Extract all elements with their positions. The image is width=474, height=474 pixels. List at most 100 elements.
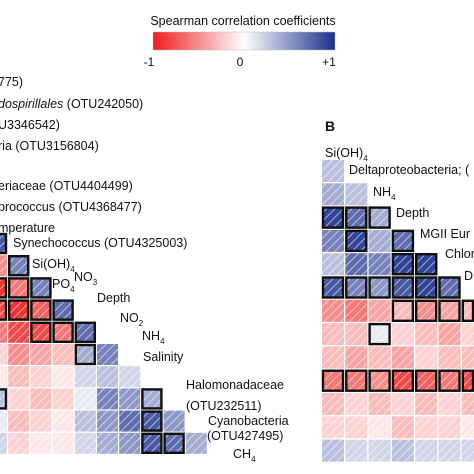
diag-label-otu232511: (OTU232511) (186, 399, 262, 413)
legend-tick-zero: 0 (237, 55, 244, 69)
a-cell-hatch-r8-c2 (30, 410, 52, 432)
b-cell-hatch-r7-c3 (391, 323, 414, 346)
a-significant-border-r0-c0 (0, 232, 8, 255)
b-cell-hatch-r5-c1 (345, 276, 368, 299)
a-cell-hatch-r9-c6 (119, 432, 141, 454)
diag-label-sioh4: Si(OH)4 (32, 257, 75, 274)
b-cell-hatch-r6-c0 (322, 299, 344, 322)
b-significant-border-r9-c4 (415, 369, 438, 392)
b-significant-border-r4-c3 (391, 252, 415, 276)
b-cell-hatch-r9-c1 (345, 369, 368, 392)
a-cell-hatch-r7-c1 (8, 388, 30, 410)
b-cell-hatch-r12-c5 (438, 439, 461, 462)
diag-label-synechococcus: Synechococcus (OTU4325003) (13, 236, 187, 250)
b-cell-hatch-r4-c3 (391, 253, 414, 276)
a-cell-hatch-r5-c5 (97, 344, 118, 365)
legend-tick-max: +1 (322, 55, 336, 69)
b-significant-border-r7-c2 (368, 322, 391, 346)
a-significant-border-r2-c2 (30, 277, 52, 299)
taxon-label-3: U3346542) (0, 118, 60, 132)
b-significant-border-r6-c5 (438, 299, 461, 322)
b-cell-hatch-r9-c4 (415, 369, 438, 392)
b-significant-border-r3-c3 (391, 229, 415, 253)
diag-label-nh4: NH4 (142, 329, 165, 346)
b-cell-hatch-r7-c5 (438, 323, 461, 346)
a-cell-hatch-r4-c3 (52, 321, 74, 343)
a-significant-border-r3-c1 (7, 299, 30, 321)
b-significant-border-r2-c2 (368, 206, 391, 229)
b-cell-hatch-r8-c3 (391, 346, 414, 369)
diag-label-no3: NO3 (74, 270, 98, 287)
a-cell-hatch-r6-c0 (0, 366, 7, 388)
b-cell-hatch-r2-c0 (322, 206, 344, 229)
b-cell-hatch-r12-c4 (415, 439, 438, 462)
b-cell-hatch-r5-c3 (391, 276, 414, 299)
a-cell-hatch-r1-c1 (8, 255, 30, 277)
b-cell-hatch-r8-c6 (461, 346, 474, 369)
a-cell-hatch-r9-c4 (74, 432, 96, 454)
diag-label-cyanobacteria: Cyanobacteria (208, 414, 289, 428)
a-cell-hatch-r6-c5 (97, 366, 118, 388)
diag-label-po4: PO4 (52, 277, 75, 294)
a-cell-hatch-r7-c7 (141, 388, 163, 410)
b-cell-hatch-r10-c3 (391, 393, 414, 415)
a-cell-hatch-r6-c4 (74, 366, 96, 388)
b-cell-hatch-r5-c4 (415, 276, 438, 299)
diag-label-no2: NO2 (120, 311, 144, 328)
b-cell-hatch-r5-c0 (322, 276, 344, 299)
b-significant-border-r9-c3 (391, 369, 415, 392)
diag-label-ch4: CH4 (233, 447, 256, 464)
a-significant-border-r4-c3 (52, 321, 74, 343)
a-cell-hatch-r3-c2 (30, 299, 52, 321)
b-cell-hatch-r5-c2 (368, 276, 391, 299)
b-cell-hatch-r11-c0 (322, 416, 344, 439)
a-significant-border-r1-c1 (7, 255, 30, 277)
b-cell-hatch-r7-c6 (461, 323, 474, 346)
a-cell-hatch-r6-c1 (8, 366, 30, 388)
b-significant-border-r4-c4 (415, 252, 438, 276)
taxon-label-1: 775) (0, 75, 23, 89)
a-significant-border-r4-c2 (30, 321, 52, 343)
b-cell-hatch-r9-c5 (438, 369, 461, 392)
b-diag-label-deltaproteobacteria: Deltaproteobacteria; ( (349, 163, 470, 177)
b-cell-hatch-r5-c5 (438, 276, 461, 299)
b-cell-hatch-r9-c6 (461, 369, 474, 392)
diag-label-depth: Depth (97, 291, 130, 305)
a-cell-hatch-r5-c2 (30, 344, 52, 365)
a-cell-hatch-r7-c6 (119, 388, 141, 410)
a-significant-border-r2-c0 (0, 277, 8, 299)
taxon-label-6: prococcus (OTU4368477) (0, 200, 142, 214)
a-cell-hatch-r6-c2 (30, 366, 52, 388)
b-cell-hatch-r4-c0 (322, 253, 344, 276)
b-cell-hatch-r0-c0 (322, 160, 344, 182)
b-significant-border-r9-c5 (438, 369, 461, 392)
a-cell-hatch-r8-c7 (141, 410, 163, 432)
b-cell-hatch-r12-c0 (322, 439, 344, 462)
a-cell-hatch-r7-c3 (52, 388, 74, 410)
b-cell-hatch-r9-c2 (368, 369, 391, 392)
b-cell-hatch-r11-c3 (391, 416, 414, 439)
b-significant-border-r5-c3 (391, 276, 415, 299)
b-significant-border-r5-c2 (368, 276, 391, 299)
b-significant-border-r9-c6 (461, 369, 474, 392)
a-cell-hatch-r4-c4 (74, 321, 96, 343)
a-cell-hatch-r4-c1 (8, 321, 30, 343)
a-cell-hatch-r2-c2 (30, 277, 52, 299)
a-cell-hatch-r6-c6 (119, 366, 141, 388)
b-cell-hatch-r12-c3 (391, 439, 414, 462)
a-cell-hatch-r9-c5 (97, 432, 118, 454)
a-cell-hatch-r2-c1 (8, 277, 30, 299)
b-significant-border-r9-c2 (368, 369, 391, 392)
a-cell-hatch-r2-c0 (0, 277, 7, 299)
a-cell-hatch-r9-c7 (141, 432, 163, 454)
panel-a-cells (0, 232, 207, 454)
a-cell-hatch-r7-c4 (74, 388, 96, 410)
panel-b-diagonal-labels: Si(OH)4 Deltaproteobacteria; ( NH4 Depth… (325, 146, 474, 283)
a-significant-border-r5-c4 (74, 343, 97, 366)
b-cell-hatch-r11-c5 (438, 416, 461, 439)
b-cell-hatch-r11-c1 (345, 416, 368, 439)
b-cell-hatch-r6-c5 (438, 299, 461, 322)
colorbar (152, 31, 336, 51)
a-significant-border-r9-c7 (141, 432, 163, 454)
a-cell-hatch-r5-c1 (8, 344, 30, 365)
